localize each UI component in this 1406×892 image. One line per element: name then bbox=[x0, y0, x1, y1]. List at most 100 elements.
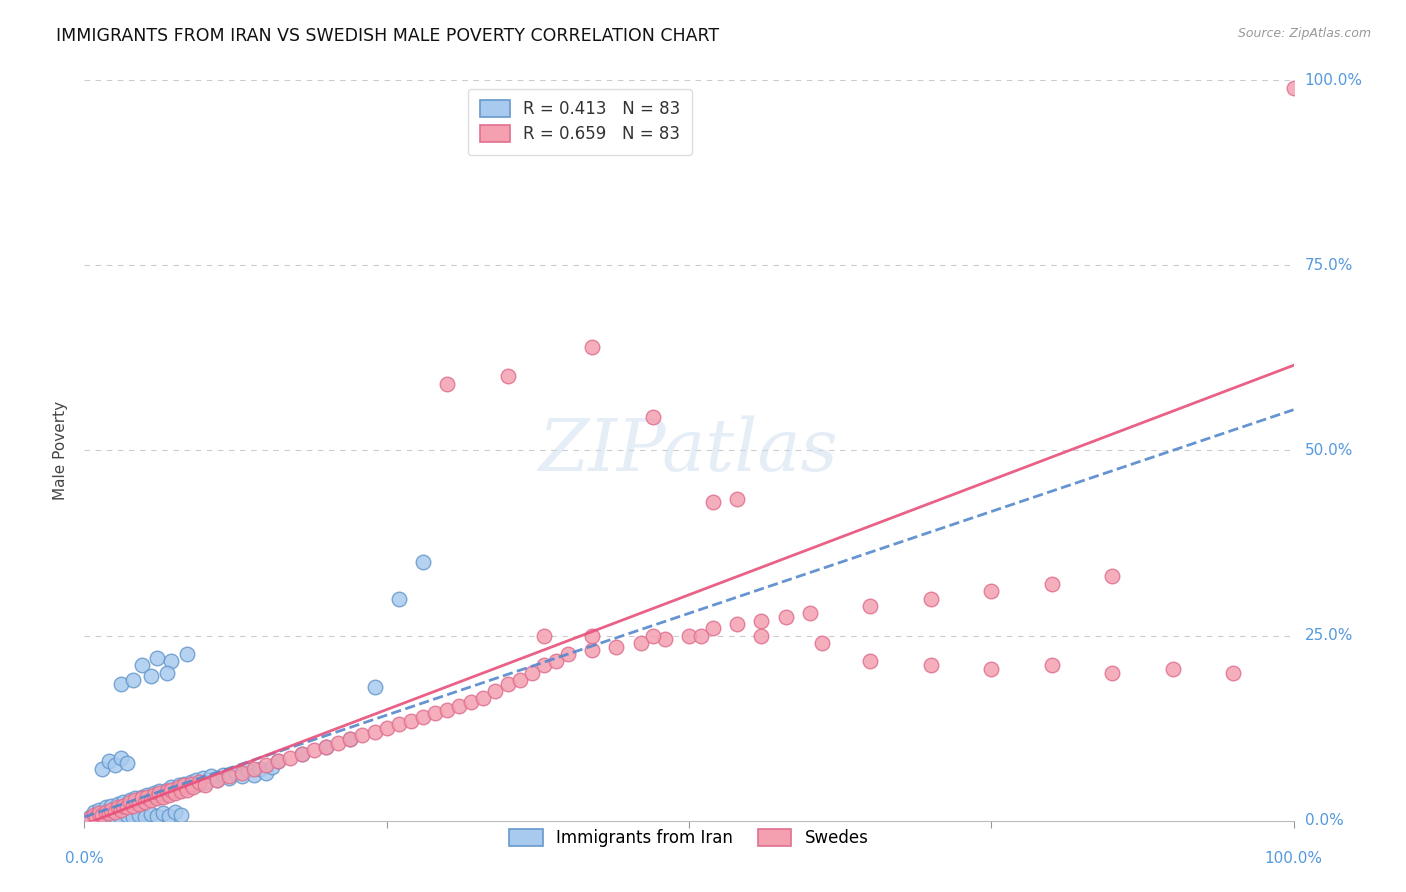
Point bbox=[980, 662, 1002, 676]
Point bbox=[170, 784, 193, 798]
Point bbox=[121, 673, 143, 687]
Point bbox=[423, 706, 446, 721]
Point bbox=[104, 805, 127, 819]
Point bbox=[152, 789, 174, 804]
Point bbox=[128, 795, 150, 809]
Point bbox=[157, 809, 180, 823]
Point bbox=[1040, 658, 1063, 673]
Point bbox=[115, 756, 138, 770]
Text: 0.0%: 0.0% bbox=[1305, 814, 1343, 828]
Point bbox=[181, 778, 204, 792]
Point bbox=[165, 805, 187, 820]
Point bbox=[139, 791, 162, 805]
Point bbox=[496, 676, 519, 690]
Point bbox=[641, 628, 664, 642]
Point bbox=[100, 803, 122, 817]
Point bbox=[859, 599, 882, 613]
Point bbox=[436, 703, 458, 717]
Point bbox=[207, 772, 229, 787]
Point bbox=[581, 628, 603, 642]
Point bbox=[412, 710, 434, 724]
Point bbox=[134, 793, 156, 807]
Point bbox=[191, 771, 214, 785]
Point bbox=[399, 714, 422, 728]
Point bbox=[97, 805, 120, 819]
Point bbox=[291, 747, 314, 761]
Point bbox=[242, 768, 264, 782]
Text: 100.0%: 100.0% bbox=[1305, 73, 1362, 87]
Point bbox=[128, 797, 150, 812]
Point bbox=[131, 791, 153, 805]
Point bbox=[83, 805, 105, 819]
Text: 0.0%: 0.0% bbox=[65, 851, 104, 866]
Point bbox=[352, 729, 374, 743]
Point bbox=[165, 785, 187, 799]
Point bbox=[86, 810, 108, 824]
Point bbox=[131, 658, 153, 673]
Text: 100.0%: 100.0% bbox=[1264, 851, 1323, 866]
Point bbox=[751, 614, 773, 628]
Point bbox=[188, 776, 211, 791]
Point bbox=[630, 636, 652, 650]
Point bbox=[97, 755, 120, 769]
Point bbox=[110, 750, 132, 764]
Point bbox=[170, 808, 193, 822]
Point bbox=[97, 806, 120, 821]
Point bbox=[104, 809, 127, 823]
Point bbox=[725, 491, 748, 506]
Legend: Immigrants from Iran, Swedes: Immigrants from Iran, Swedes bbox=[496, 815, 882, 861]
Point bbox=[799, 607, 821, 621]
Point bbox=[136, 789, 159, 804]
Point bbox=[167, 780, 190, 795]
Point bbox=[143, 788, 166, 802]
Point bbox=[291, 747, 314, 761]
Point bbox=[181, 780, 204, 795]
Point bbox=[654, 632, 676, 647]
Point bbox=[86, 812, 108, 826]
Point bbox=[605, 640, 627, 654]
Point bbox=[121, 797, 143, 812]
Point bbox=[544, 655, 567, 669]
Point bbox=[231, 769, 253, 783]
Point bbox=[160, 782, 183, 797]
Point bbox=[91, 762, 114, 776]
Point bbox=[139, 669, 162, 683]
Point bbox=[388, 717, 411, 731]
Point bbox=[194, 778, 217, 792]
Point bbox=[249, 762, 271, 776]
Point bbox=[328, 736, 350, 750]
Point bbox=[188, 775, 211, 789]
Point bbox=[278, 750, 301, 764]
Point bbox=[110, 800, 132, 814]
Point bbox=[412, 555, 434, 569]
Point bbox=[146, 809, 169, 823]
Point bbox=[1101, 569, 1123, 583]
Point bbox=[134, 810, 156, 824]
Point bbox=[146, 650, 169, 665]
Point bbox=[581, 643, 603, 657]
Point bbox=[139, 807, 162, 822]
Point bbox=[436, 376, 458, 391]
Y-axis label: Male Poverty: Male Poverty bbox=[53, 401, 69, 500]
Point bbox=[267, 755, 290, 769]
Point bbox=[131, 789, 153, 804]
Point bbox=[184, 772, 207, 787]
Text: IMMIGRANTS FROM IRAN VS SWEDISH MALE POVERTY CORRELATION CHART: IMMIGRANTS FROM IRAN VS SWEDISH MALE POV… bbox=[56, 27, 720, 45]
Point bbox=[136, 788, 159, 802]
Point bbox=[533, 658, 555, 673]
Point bbox=[121, 798, 143, 813]
Point bbox=[1161, 662, 1184, 676]
Point bbox=[302, 743, 325, 757]
Point bbox=[375, 721, 398, 735]
Point bbox=[97, 811, 120, 825]
Point bbox=[104, 803, 127, 817]
Point bbox=[120, 793, 142, 807]
Point bbox=[91, 810, 114, 824]
Point bbox=[231, 765, 253, 780]
Point bbox=[557, 647, 579, 661]
Point bbox=[148, 785, 170, 799]
Point bbox=[218, 771, 240, 785]
Point bbox=[134, 795, 156, 809]
Point bbox=[690, 628, 713, 642]
Point bbox=[170, 782, 193, 797]
